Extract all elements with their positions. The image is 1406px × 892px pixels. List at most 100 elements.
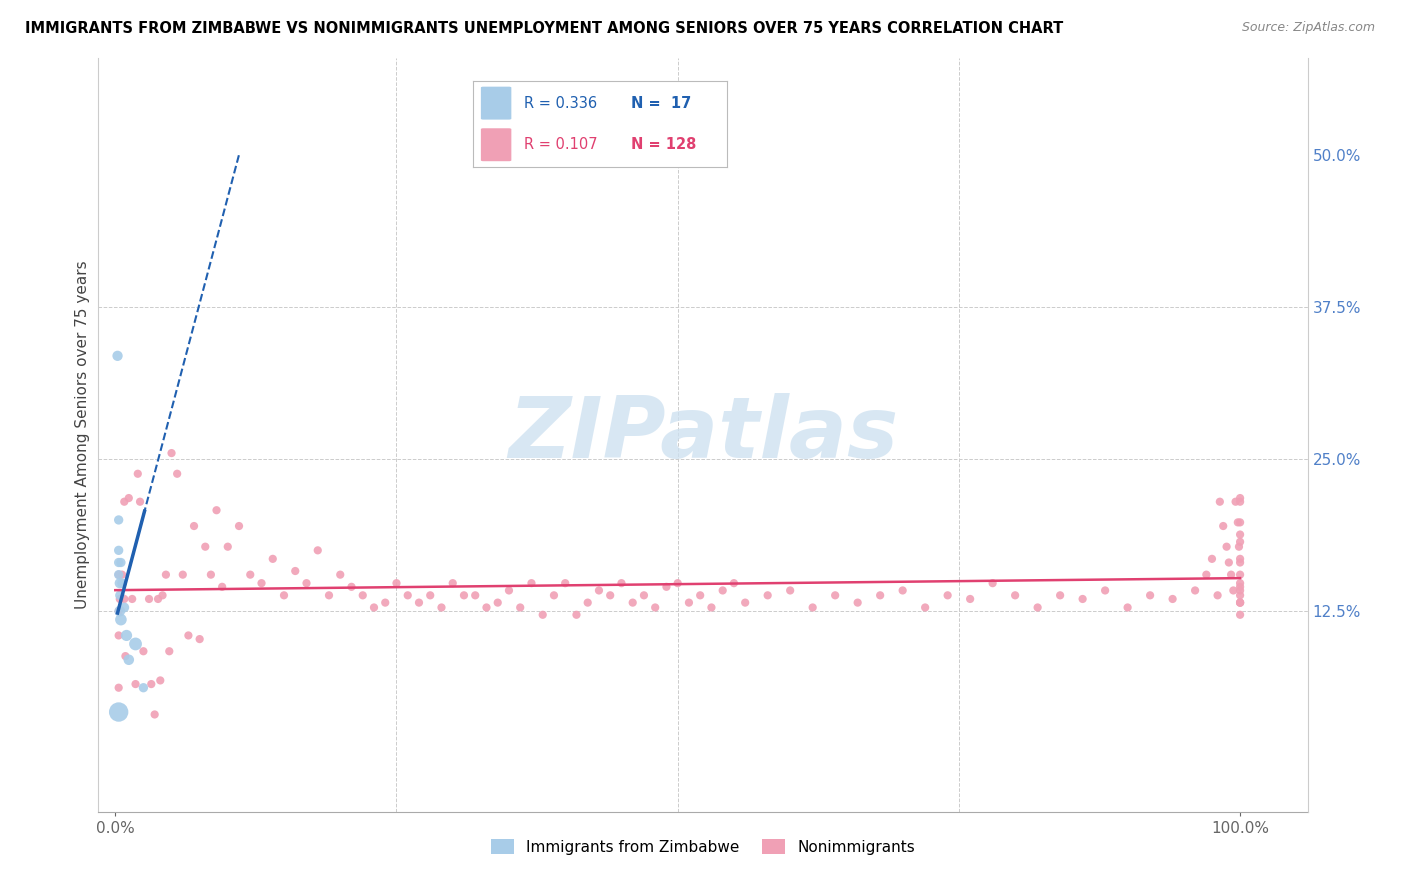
Point [183,519,205,533]
Point [486,596,509,610]
Point [262,552,284,566]
Point [108,576,131,591]
Point [1201,552,1223,566]
Point [543,588,565,602]
Point [869,588,891,602]
Point [107,604,129,618]
Point [124,637,146,651]
Point [141,677,163,691]
Point [295,576,318,591]
Point [1229,583,1251,598]
Point [408,596,430,610]
Point [110,613,132,627]
Point [107,681,129,695]
Point [633,588,655,602]
Point [509,600,531,615]
Point [132,681,155,695]
Point [129,494,152,508]
Point [217,540,239,554]
Point [112,600,135,615]
Point [1229,596,1251,610]
Point [273,588,295,602]
Point [711,583,734,598]
Y-axis label: Unemployment Among Seniors over 75 years: Unemployment Among Seniors over 75 years [75,260,90,609]
Point [132,644,155,658]
Point [1026,600,1049,615]
Point [554,576,576,591]
Point [1209,494,1232,508]
Point [936,588,959,602]
Point [124,677,146,691]
Point [779,583,801,598]
Point [655,580,678,594]
Point [118,653,141,667]
Point [1212,519,1234,533]
Point [166,467,188,481]
Point [318,588,340,602]
Point [396,588,419,602]
Point [118,491,141,505]
Point [1229,516,1251,530]
Point [1227,540,1250,554]
Text: Source: ZipAtlas.com: Source: ZipAtlas.com [1241,21,1375,34]
Point [1094,583,1116,598]
Point [914,600,936,615]
Point [149,673,172,688]
Point [981,576,1004,591]
Point [644,600,666,615]
Point [172,567,194,582]
Point [1184,583,1206,598]
Point [734,596,756,610]
Point [1220,567,1243,582]
Point [155,567,177,582]
Point [531,607,554,622]
Point [157,644,180,658]
Point [1225,494,1247,508]
Point [599,588,621,602]
Point [610,576,633,591]
Point [1229,494,1251,508]
Point [1004,588,1026,602]
Point [666,576,689,591]
Point [1229,567,1251,582]
Point [700,600,723,615]
Point [1229,596,1251,610]
Point [1071,591,1094,606]
Point [115,628,138,642]
Point [678,596,700,610]
Point [1226,516,1249,530]
Point [160,446,183,460]
Point [419,588,441,602]
Point [374,596,396,610]
Point [846,596,869,610]
Point [110,556,132,570]
Point [352,588,374,602]
Point [1229,576,1251,591]
Point [1195,567,1218,582]
Point [1229,580,1251,594]
Point [138,591,160,606]
Point [576,596,599,610]
Point [108,591,131,606]
Point [111,576,134,591]
Text: ZIPatlas: ZIPatlas [508,393,898,476]
Point [756,588,779,602]
Point [430,600,453,615]
Point [824,588,846,602]
Point [1229,491,1251,505]
Point [146,591,169,606]
Point [239,567,262,582]
Point [107,349,129,363]
Point [121,591,143,606]
Point [112,494,135,508]
Point [441,576,464,591]
Point [464,588,486,602]
Point [127,467,149,481]
Point [689,588,711,602]
Point [1139,588,1161,602]
Point [340,580,363,594]
Point [1218,556,1240,570]
Point [114,649,136,664]
Point [107,628,129,642]
Point [1215,540,1237,554]
